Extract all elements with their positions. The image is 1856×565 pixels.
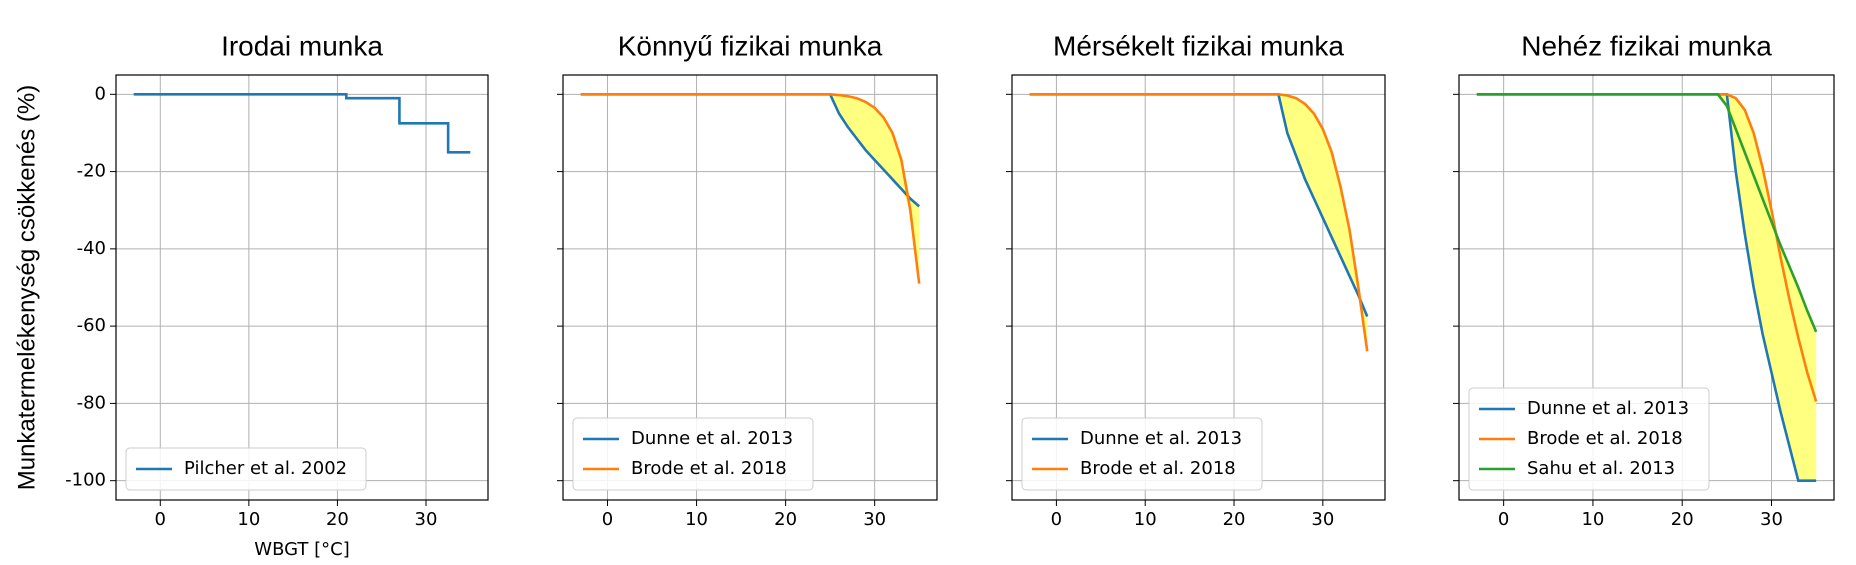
legend-label: Dunne et al. 2013 [631,428,793,449]
x-tick-label: 20 [1671,509,1694,530]
y-tick-label: -80 [77,392,106,413]
y-tick-label: -40 [77,238,106,259]
legend-label: Dunne et al. 2013 [1527,398,1689,419]
x-tick-label: 0 [155,509,166,530]
series-line [133,93,471,154]
x-tick-label: 0 [602,509,613,530]
subplot-title: Nehéz fizikai munka [1521,30,1772,61]
x-tick-label: 30 [863,509,886,530]
legend-box [572,417,814,491]
legend-label: Dunne et al. 2013 [1080,428,1242,449]
legend: Pilcher et al. 2002 [125,447,367,491]
axes-frame [115,74,489,501]
legend: Dunne et al. 2013 Brode et al. 2018 [572,417,814,491]
x-tick-label: 10 [685,509,708,530]
series-line [1029,93,1369,317]
y-tick-label: -20 [77,161,106,182]
plot-area [116,75,488,500]
x-tick-label: 10 [237,509,260,530]
legend-box [1021,417,1263,491]
subplot: 0 10 20 30 Nehéz fizikai munka Dunne et al. 2… [1453,30,1835,530]
axes-frame [1011,74,1386,501]
y-tick-label: 0 [95,83,106,104]
legend-box [125,447,367,491]
series-line [1476,93,1818,402]
subplot: 0 10 20 30 Könnyű fizikai munka Dunne et al. … [557,30,938,530]
legend-label: Sahu et al. 2013 [1527,458,1675,479]
x-tick-label: 30 [1760,509,1783,530]
x-tick-label: 30 [1311,509,1334,530]
legend-label: Brode et al. 2018 [1080,458,1236,479]
series-line [580,93,921,208]
x-tick-label: 20 [326,509,349,530]
subplot-title: Könnyű fizikai munka [618,30,883,61]
x-tick-label: 20 [1223,509,1246,530]
legend-label: Brode et al. 2018 [631,458,787,479]
x-tick-label: 0 [1051,509,1062,530]
series-line [1029,93,1369,352]
x-tick-label: 0 [1498,509,1509,530]
x-tick-label: 30 [415,509,438,530]
x-tick-label: 10 [1134,509,1157,530]
x-tick-label: 20 [774,509,797,530]
y-tick-label: -60 [77,315,106,336]
axes-frame [1458,74,1835,501]
subplot-title: Irodai munka [221,30,383,61]
legend-box [1468,387,1710,491]
x-tick-label: 10 [1581,509,1604,530]
subplot: 0 -20 -40 -60 -80 -100 0 10 20 30 Irodai munka WBGT… [13,30,489,560]
legend-label: Brode et al. 2018 [1527,428,1683,449]
x-axis-label: WBGT [°C] [254,539,349,560]
subplot: 0 10 20 30 Mérsékelt fizikai munka Dunne et a… [1006,30,1386,530]
y-tick-label: -100 [65,470,106,491]
subplot-title: Mérsékelt fizikai munka [1053,30,1344,61]
legend: Dunne et al. 2013 Brode et al. 2018 Sahu e… [1468,387,1710,491]
series-line [580,93,921,284]
axes-frame [562,74,938,501]
legend-label: Pilcher et al. 2002 [184,458,347,479]
y-axis-label: Munkatermelékenység csökkenés (%) [13,85,40,491]
series-line [1476,93,1818,333]
legend: Dunne et al. 2013 Brode et al. 2018 [1021,417,1263,491]
